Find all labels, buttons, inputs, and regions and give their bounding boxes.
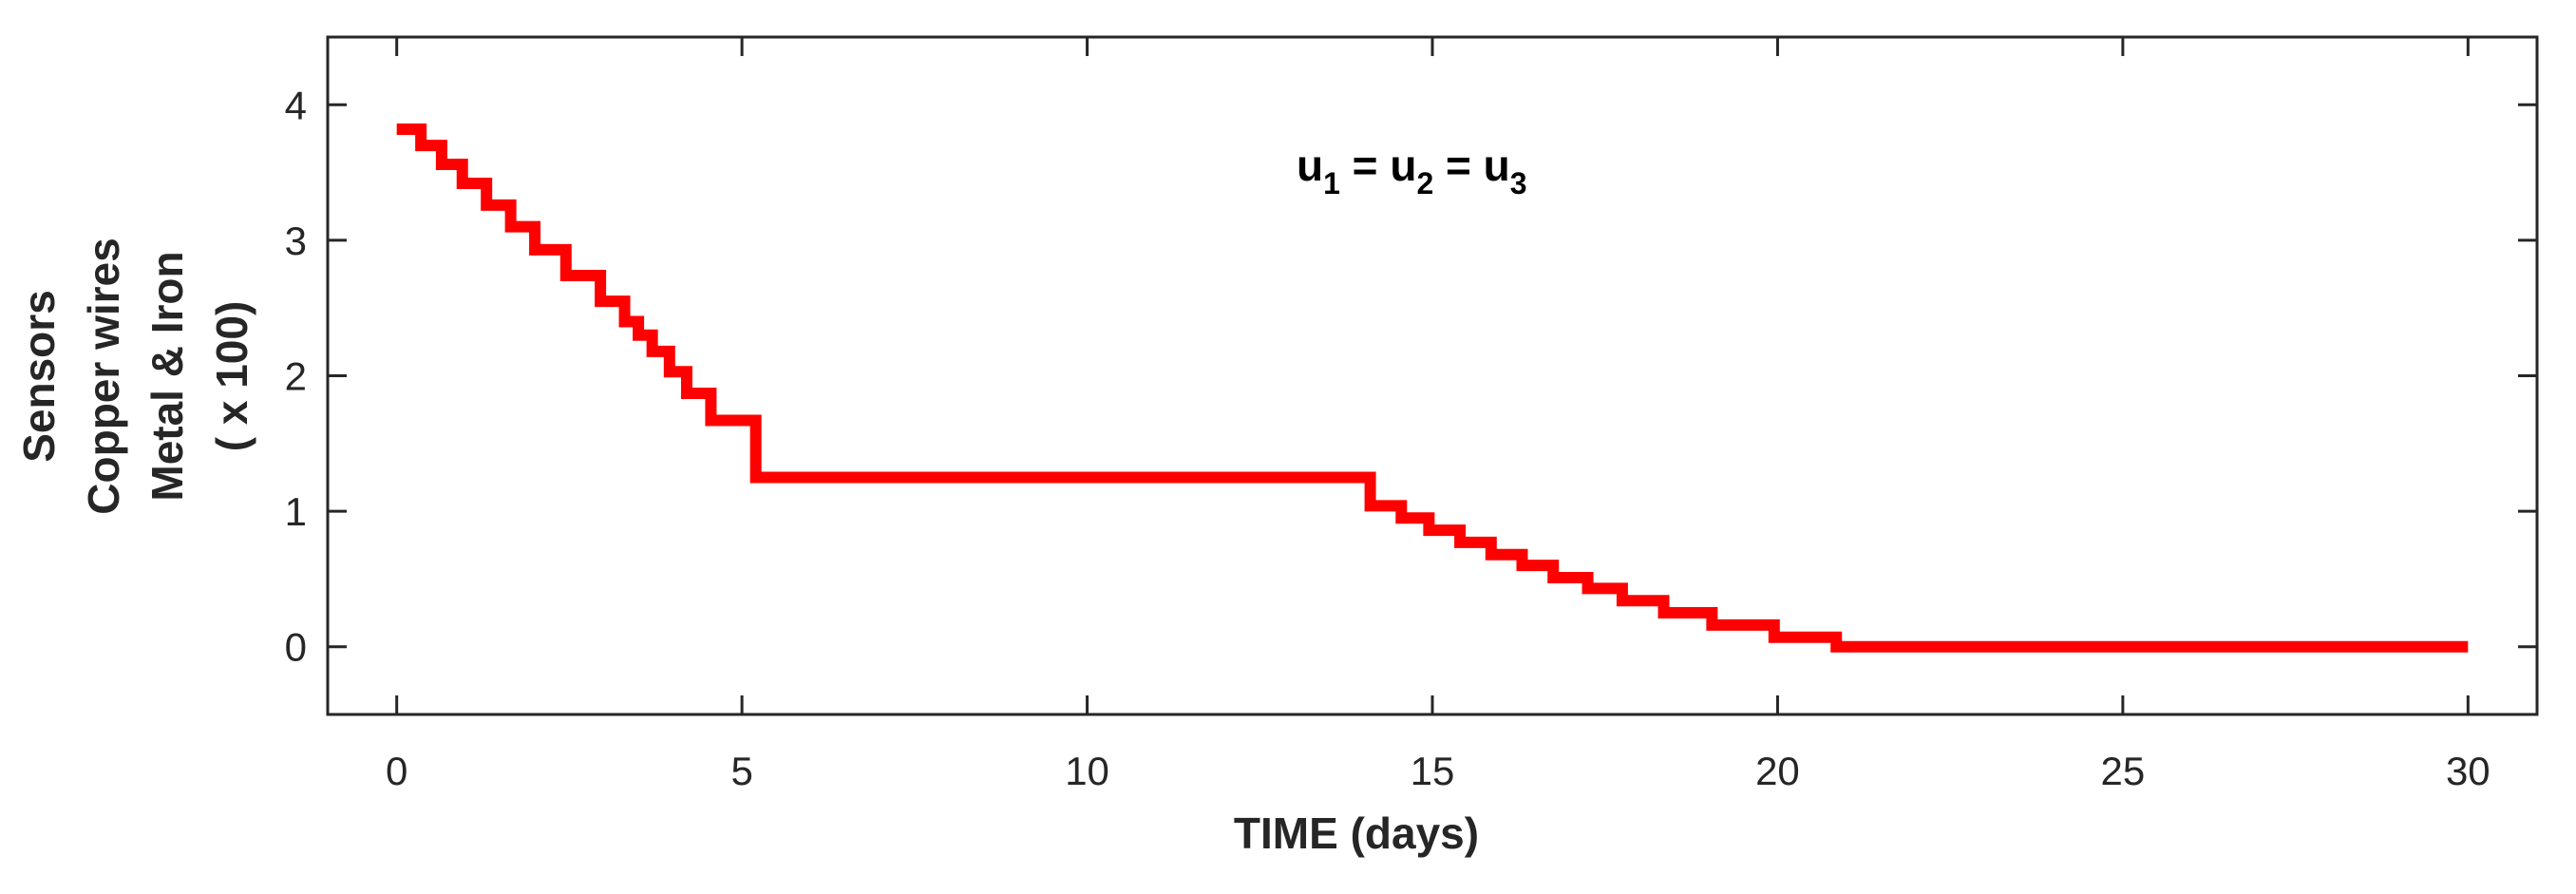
x-tick-labels: 0 5 10 15 20 25 30 — [386, 749, 2491, 793]
axis-ticks — [328, 37, 2537, 714]
y-axis-title-line: Sensors — [14, 290, 64, 463]
x-tick-label: 10 — [1065, 749, 1109, 793]
y-axis-title-line: Copper wires — [79, 238, 128, 514]
x-tick-label: 15 — [1411, 749, 1455, 793]
y-axis-title: Sensors Copper wires Metal & Iron ( x 100) — [14, 238, 256, 514]
annotation-subscript: 3 — [1510, 166, 1527, 200]
x-tick-label: 0 — [386, 749, 407, 793]
y-axis-title-line: Metal & Iron — [142, 251, 192, 501]
x-axis-title: TIME (days) — [1234, 808, 1479, 858]
x-tick-label: 25 — [2101, 749, 2146, 793]
annotation-text: = u — [1340, 141, 1417, 190]
y-tick-labels: 0 1 2 3 4 — [285, 83, 307, 669]
x-tick-label: 30 — [2446, 749, 2491, 793]
series-line — [396, 123, 2469, 653]
annotation-u1-u2-u3: u1 = u2 = u3 — [1297, 141, 1527, 200]
x-tick-label: 20 — [1755, 749, 1800, 793]
annotation-text: = u — [1433, 141, 1510, 190]
annotation-subscript: 1 — [1323, 166, 1340, 200]
y-axis-title-line: ( x 100) — [207, 301, 256, 452]
y-tick-label: 0 — [285, 625, 307, 670]
x-tick-label: 5 — [730, 749, 752, 793]
annotation-text: u — [1297, 141, 1323, 190]
plot-area — [326, 35, 2539, 716]
y-tick-label: 1 — [285, 489, 307, 534]
annotation-subscript: 2 — [1416, 166, 1433, 200]
y-tick-label: 4 — [285, 83, 307, 127]
y-tick-label: 2 — [285, 354, 307, 399]
y-tick-label: 3 — [285, 219, 307, 263]
